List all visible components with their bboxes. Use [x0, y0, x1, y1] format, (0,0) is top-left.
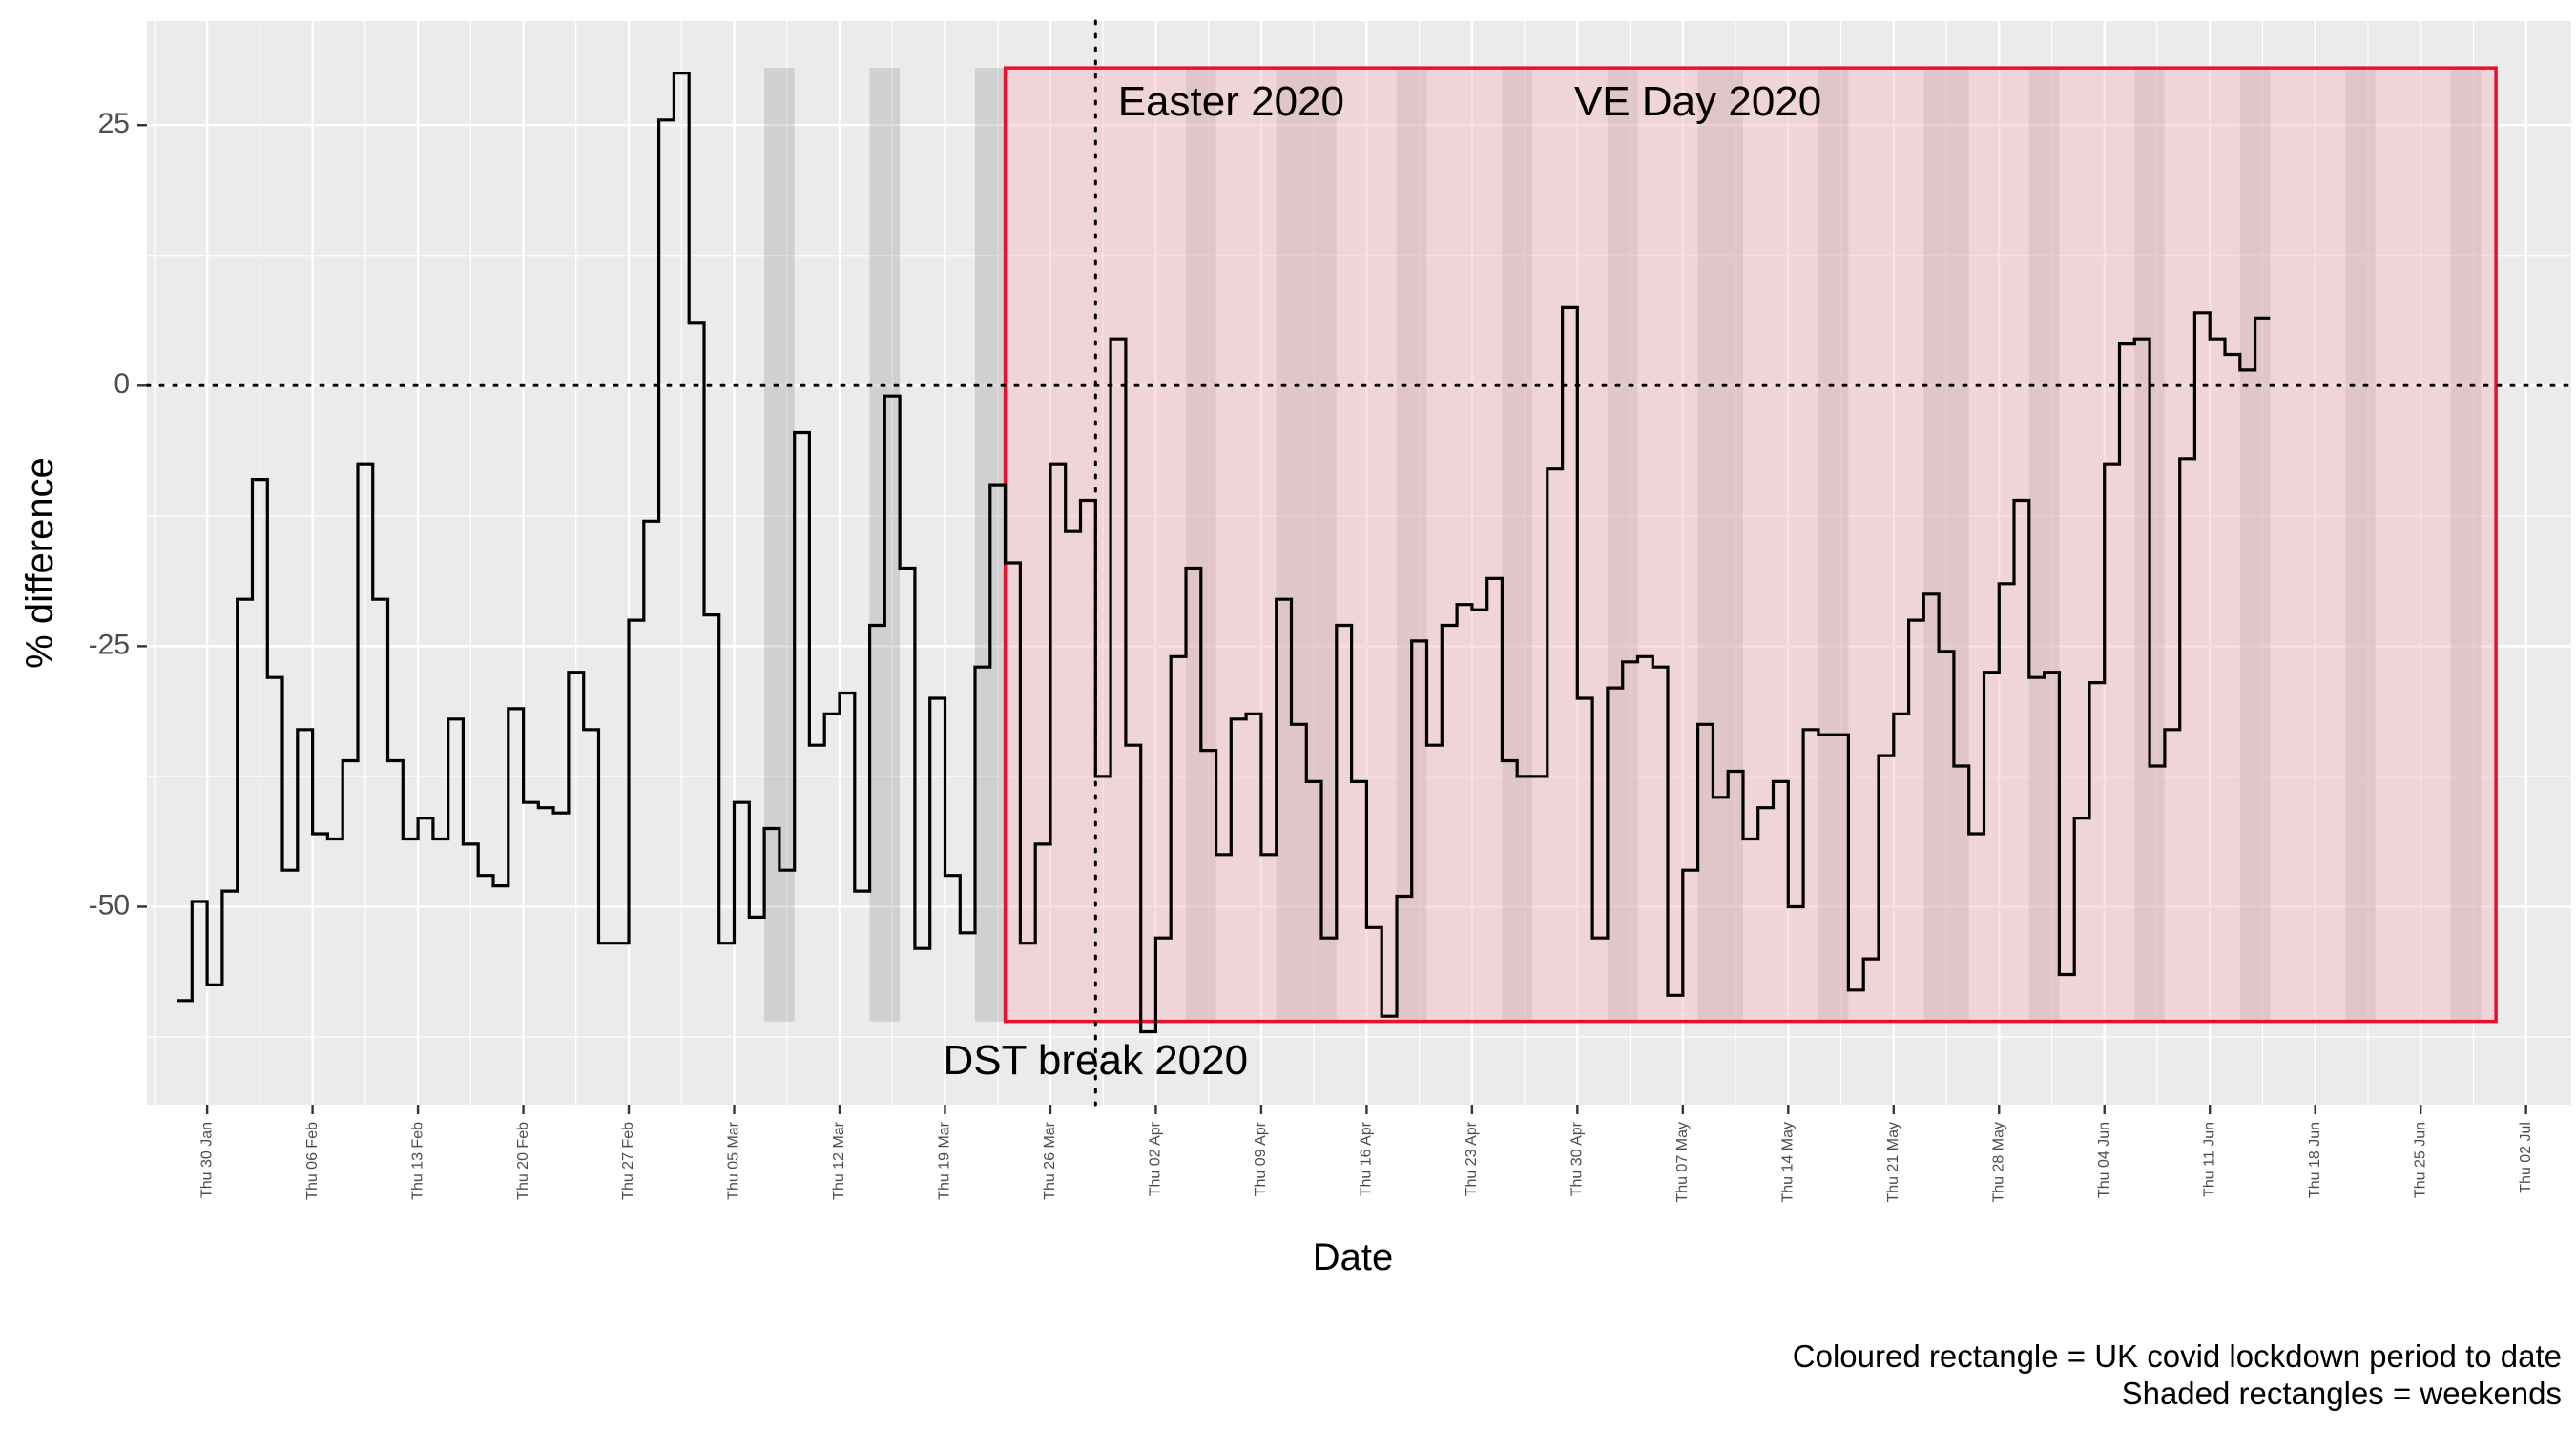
holiday-rect	[1321, 68, 1337, 1022]
series-line	[177, 72, 2271, 1034]
x-tick-label: Thu 26 Mar	[1042, 1121, 1058, 1199]
x-tick-label: Thu 21 May	[1885, 1122, 1901, 1202]
holiday-rect	[1697, 68, 1714, 1022]
x-tick-label: Thu 23 Apr	[1464, 1121, 1480, 1196]
y-tick-label: 0	[114, 368, 130, 400]
weekend-rect	[2345, 68, 2376, 1022]
x-tick-label: Thu 05 Mar	[726, 1121, 742, 1199]
x-tick-label: Thu 11 Jun	[2201, 1122, 2217, 1197]
x-tick-label: Thu 27 Feb	[620, 1122, 636, 1200]
annotation-label: Easter 2020	[1118, 78, 1344, 125]
holiday-rect	[1953, 68, 1969, 1022]
x-tick-label: Thu 28 May	[1991, 1122, 2007, 1202]
grid-minor	[147, 21, 2571, 1105]
x-tick-label: Thu 14 May	[1780, 1122, 1797, 1202]
x-tick-label: Thu 02 Apr	[1148, 1121, 1164, 1196]
y-tick-label: -50	[89, 889, 130, 921]
y-tick-label: -25	[89, 629, 130, 660]
x-axis-title: Date	[1313, 1236, 1394, 1278]
x-tick-label: Thu 30 Jan	[198, 1122, 215, 1198]
x-tick-label: Thu 25 Jun	[2412, 1122, 2428, 1198]
y-axis: 25 0 -25 -50	[89, 108, 147, 921]
holiday-rect	[1276, 68, 1292, 1022]
weekend-rect	[1291, 68, 1322, 1022]
weekend-rect	[1607, 68, 1638, 1022]
reference-lines	[145, 19, 2573, 1107]
lockdown-rect	[1003, 66, 2498, 1024]
x-tick-label: Thu 04 Jun	[2096, 1122, 2112, 1198]
weekend-rect	[2239, 68, 2271, 1022]
annotation-label: VE Day 2020	[1574, 78, 1821, 125]
x-tick-label: Thu 09 Apr	[1253, 1121, 1269, 1196]
caption-line-1: Coloured rectangle = UK covid lockdown p…	[1793, 1338, 2562, 1374]
caption-line-2: Shaded rectangles = weekends	[2122, 1376, 2562, 1411]
x-tick-label: Thu 13 Feb	[409, 1122, 426, 1200]
annotations: Easter 2020 VE Day 2020 DST break 2020	[943, 78, 1821, 1084]
weekend-rect	[1818, 68, 1849, 1022]
x-tick-label: Thu 18 Jun	[2307, 1122, 2323, 1198]
x-tick-label: Thu 20 Feb	[515, 1122, 531, 1200]
weekend-rect	[2450, 68, 2482, 1022]
weekend-rect	[1502, 68, 1532, 1022]
x-tick-label: Thu 06 Feb	[304, 1122, 321, 1200]
series-group	[177, 72, 2271, 1034]
weekend-shading	[764, 68, 2482, 1022]
x-tick-label: Thu 19 Mar	[937, 1121, 953, 1199]
x-axis: Thu 30 Jan Thu 06 Feb Thu 13 Feb Thu 20 Feb…	[198, 1105, 2534, 1202]
weekend-rect	[2028, 68, 2060, 1022]
y-tick-label: 25	[98, 108, 130, 139]
weekend-rect	[1186, 68, 1216, 1022]
weekend-rect	[1923, 68, 1954, 1022]
lockdown-rectangle	[1003, 66, 2498, 1024]
x-tick-label: Thu 07 May	[1674, 1122, 1691, 1202]
x-tick-label: Thu 02 Jul	[2518, 1122, 2534, 1193]
y-axis-title: % difference	[19, 457, 61, 669]
weekend-rect	[1713, 68, 1743, 1022]
annotation-label: DST break 2020	[943, 1037, 1248, 1084]
plot-panel	[147, 21, 2571, 1105]
x-tick-label: Thu 30 Apr	[1569, 1121, 1586, 1196]
x-tick-label: Thu 12 Mar	[831, 1121, 847, 1199]
weekend-rect	[764, 68, 795, 1022]
x-tick-label: Thu 16 Apr	[1359, 1121, 1375, 1196]
